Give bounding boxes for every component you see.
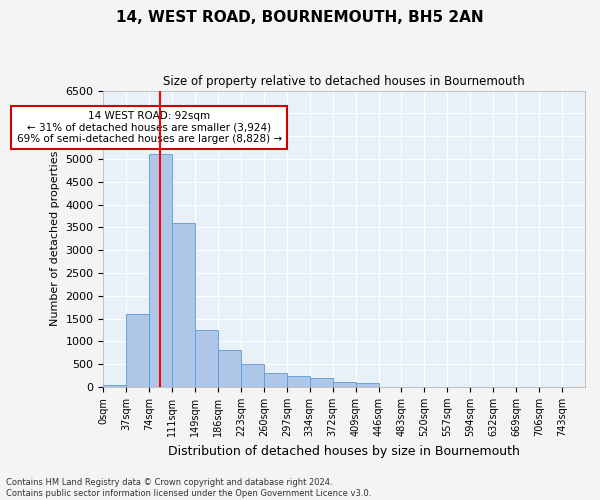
Bar [126, 314, 149, 387]
Text: 14, WEST ROAD, BOURNEMOUTH, BH5 2AN: 14, WEST ROAD, BOURNEMOUTH, BH5 2AN [116, 10, 484, 25]
Bar [264, 374, 287, 387]
Bar [310, 378, 332, 387]
Title: Size of property relative to detached houses in Bournemouth: Size of property relative to detached ho… [163, 75, 525, 88]
Bar [356, 384, 379, 387]
Text: Contains HM Land Registry data © Crown copyright and database right 2024.
Contai: Contains HM Land Registry data © Crown c… [6, 478, 371, 498]
Bar [103, 384, 126, 387]
X-axis label: Distribution of detached houses by size in Bournemouth: Distribution of detached houses by size … [168, 444, 520, 458]
Bar [241, 364, 264, 387]
Bar [195, 330, 218, 387]
Bar [172, 223, 195, 387]
Text: 14 WEST ROAD: 92sqm
← 31% of detached houses are smaller (3,924)
69% of semi-det: 14 WEST ROAD: 92sqm ← 31% of detached ho… [17, 111, 282, 144]
Bar [332, 382, 356, 387]
Bar [218, 350, 241, 387]
Y-axis label: Number of detached properties: Number of detached properties [50, 151, 60, 326]
Bar [149, 154, 172, 387]
Bar [287, 376, 310, 387]
